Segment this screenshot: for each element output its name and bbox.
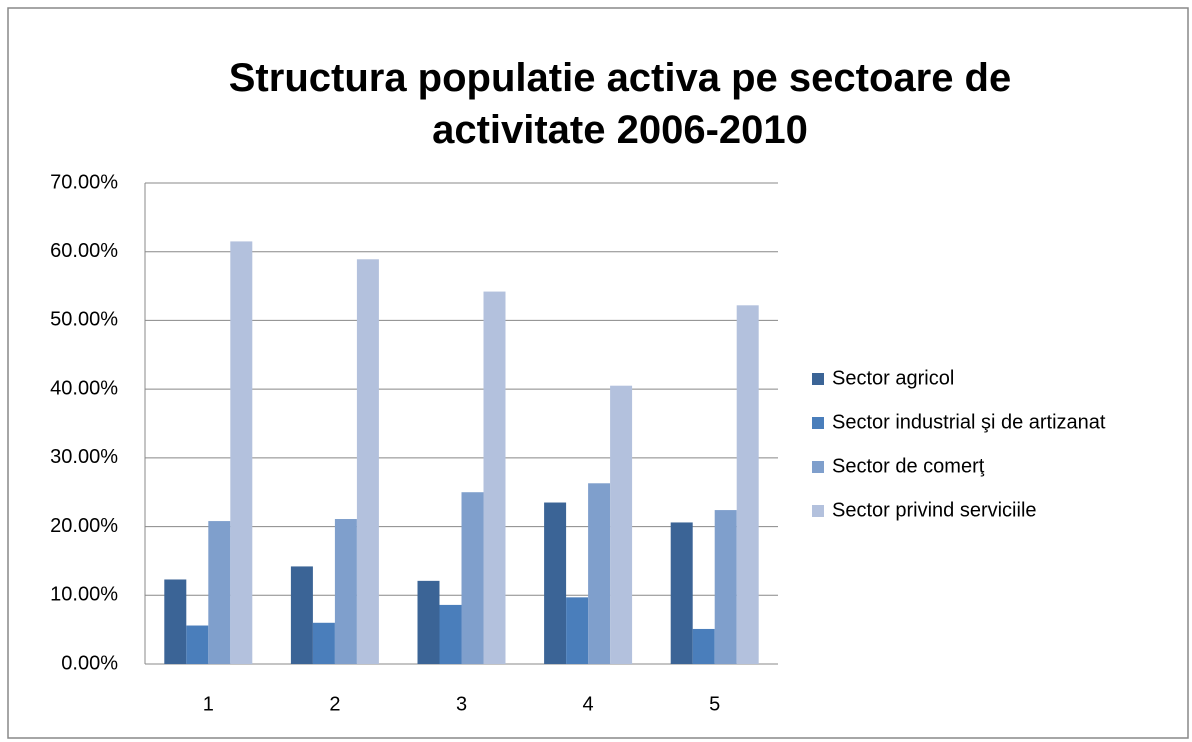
bar (356, 259, 379, 664)
bar (312, 622, 335, 664)
legend-swatch (812, 417, 824, 429)
bar (290, 566, 313, 664)
x-tick-label: 3 (456, 693, 467, 715)
chart-title: Structura populatie activa pe sectoare d… (228, 56, 1012, 152)
bar (566, 597, 589, 664)
legend-swatch (812, 505, 824, 517)
legend-label: Sector de comerţ (832, 455, 985, 477)
legend-swatch (812, 373, 824, 385)
y-tick-label: 60.00% (50, 240, 118, 262)
bar (186, 625, 209, 664)
y-tick-label: 10.00% (50, 584, 118, 606)
y-tick-label: 50.00% (50, 309, 118, 331)
bar (230, 241, 253, 664)
bar (736, 305, 759, 664)
x-tick-label: 1 (203, 693, 214, 715)
bar (483, 291, 506, 664)
y-tick-label: 20.00% (50, 515, 118, 537)
x-tick-label: 5 (709, 693, 720, 715)
y-tick-label: 70.00% (50, 171, 118, 193)
bar (164, 579, 187, 664)
x-tick-label: 2 (329, 693, 340, 715)
x-tick-label: 4 (583, 693, 594, 715)
bar (417, 580, 440, 664)
bar (544, 502, 567, 664)
legend-label: Sector industrial şi de artizanat (832, 411, 1106, 433)
y-tick-label: 30.00% (50, 446, 118, 468)
bar (610, 385, 633, 664)
bar (692, 628, 715, 664)
bar (670, 522, 693, 664)
bar (439, 604, 462, 664)
y-tick-label: 0.00% (61, 652, 118, 674)
y-tick-label: 40.00% (50, 377, 118, 399)
bar (334, 519, 357, 664)
legend-label: Sector privind serviciile (832, 499, 1037, 521)
bar (714, 510, 737, 664)
bar (588, 483, 611, 664)
legend-label: Sector agricol (832, 367, 954, 389)
bar (461, 492, 484, 664)
legend-swatch (812, 461, 824, 473)
bar (208, 521, 231, 664)
